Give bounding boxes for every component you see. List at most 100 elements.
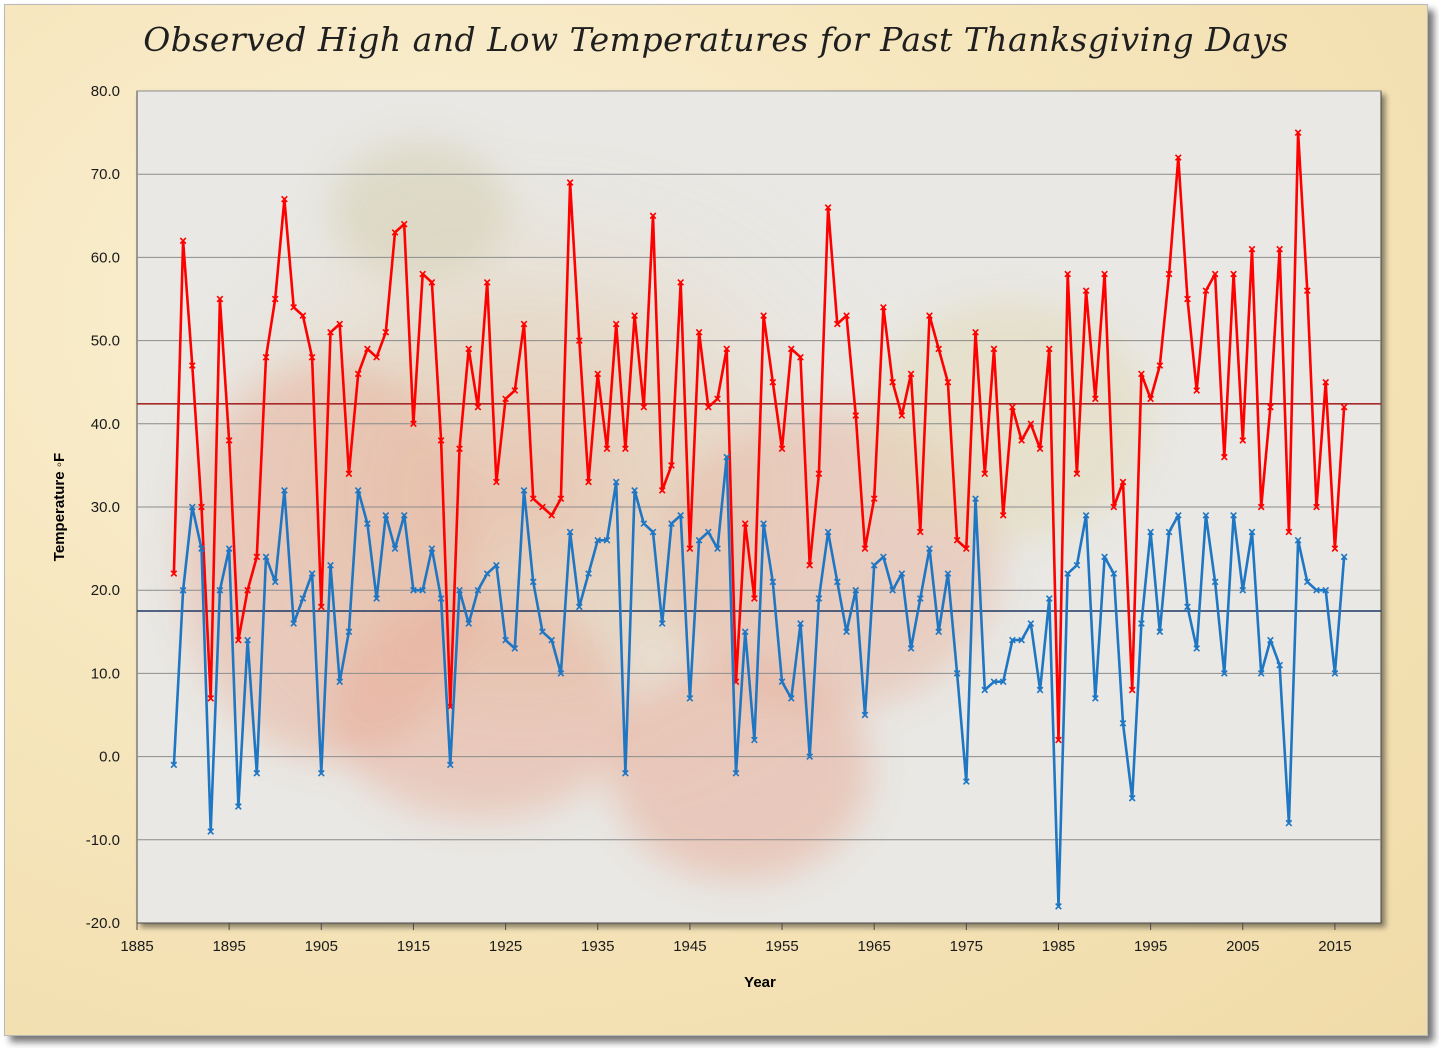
- data-point-marker: [1101, 553, 1108, 561]
- data-point-marker: [631, 312, 638, 320]
- data-point-marker: [456, 586, 463, 594]
- data-point-marker: [1119, 719, 1127, 727]
- data-point-marker: [1009, 636, 1016, 644]
- data-point-marker: [612, 320, 620, 328]
- data-point-marker: [723, 453, 731, 461]
- y-axis-label: Temperature ◦F: [51, 453, 68, 561]
- data-point-marker: [382, 328, 390, 336]
- data-point-marker: [760, 312, 767, 320]
- data-point-marker: [244, 636, 251, 644]
- data-point-marker: [557, 670, 565, 677]
- data-point-marker: [824, 204, 832, 211]
- data-point-marker: [373, 595, 380, 602]
- data-point-marker: [916, 595, 924, 602]
- data-point-marker: [1174, 511, 1182, 519]
- data-point-marker: [815, 470, 823, 478]
- x-tick-label: 1985: [1042, 938, 1075, 955]
- data-point-marker: [1064, 270, 1072, 278]
- data-point-marker: [1294, 536, 1302, 544]
- y-axis-ticks: -20.0 -10.0 0.0 10.0 20.0 30.0 40.0 50.0 60.0 70.…: [86, 83, 120, 932]
- data-point-marker: [1036, 686, 1044, 694]
- data-point-marker: [953, 536, 961, 544]
- data-point-marker: [1082, 511, 1090, 519]
- data-point-marker: [1331, 545, 1339, 552]
- data-point-marker: [806, 561, 814, 569]
- data-point-marker: [1064, 570, 1072, 577]
- data-point-marker: [1165, 528, 1173, 536]
- data-point-marker: [889, 586, 896, 594]
- data-point-marker: [188, 503, 196, 511]
- data-point-marker: [354, 370, 362, 378]
- x-tick-label: 1955: [765, 938, 798, 955]
- data-point-marker: [308, 570, 316, 577]
- data-point-marker: [1091, 395, 1099, 403]
- data-point-marker: [769, 578, 777, 586]
- data-point-marker: [1257, 670, 1265, 677]
- data-point-marker: [1340, 553, 1348, 561]
- data-point-marker: [898, 570, 906, 577]
- data-point-marker: [1101, 270, 1108, 278]
- data-point-marker: [898, 412, 906, 419]
- data-point-marker: [474, 586, 482, 594]
- data-point-marker: [502, 395, 509, 403]
- y-tick-label: 20.0: [91, 582, 120, 599]
- data-point-marker: [824, 528, 832, 536]
- data-point-marker: [575, 603, 583, 611]
- data-point-marker: [999, 511, 1007, 519]
- y-tick-label: -10.0: [86, 832, 120, 849]
- data-point-marker: [870, 561, 878, 569]
- data-point-marker: [1248, 245, 1256, 253]
- data-point-marker: [880, 303, 887, 311]
- data-point-marker: [1202, 287, 1210, 295]
- data-point-marker: [916, 528, 924, 536]
- data-point-marker: [428, 545, 436, 552]
- data-point-marker: [612, 478, 620, 486]
- data-point-marker: [870, 495, 878, 503]
- data-point-marker: [437, 595, 445, 602]
- data-point-marker: [281, 195, 288, 203]
- data-point-marker: [575, 337, 583, 344]
- data-point-marker: [1220, 453, 1228, 461]
- data-point-marker: [207, 694, 215, 702]
- data-point-marker: [465, 620, 473, 627]
- data-point-marker: [1193, 645, 1201, 652]
- data-point-marker: [216, 586, 224, 594]
- data-point-marker: [410, 586, 417, 594]
- data-point-marker: [271, 578, 279, 586]
- data-point-marker: [1009, 403, 1016, 411]
- data-point-marker: [511, 387, 519, 394]
- data-point-marker: [198, 503, 205, 511]
- data-point-marker: [640, 403, 648, 411]
- data-point-marker: [262, 553, 270, 561]
- data-point-marker: [188, 362, 196, 369]
- series-line: [172, 455, 1346, 908]
- background-art: [180, 140, 1150, 880]
- data-point-marker: [594, 536, 602, 544]
- data-point-marker: [271, 295, 279, 303]
- data-point-marker: [317, 603, 325, 611]
- data-point-marker: [704, 528, 712, 536]
- data-point-marker: [437, 437, 445, 444]
- data-point-marker: [511, 645, 519, 652]
- data-point-marker: [234, 803, 242, 810]
- x-tick-label: 1925: [489, 938, 522, 955]
- y-tick-label: 40.0: [91, 416, 120, 433]
- data-point-marker: [1119, 478, 1127, 486]
- data-point-marker: [797, 353, 804, 361]
- data-point-marker: [833, 578, 841, 586]
- data-point-marker: [317, 769, 325, 777]
- data-point-marker: [299, 595, 307, 602]
- x-axis-label: Year: [744, 974, 776, 991]
- data-point-marker: [833, 320, 841, 328]
- x-tick-label: 1885: [120, 938, 153, 955]
- data-point-marker: [483, 278, 491, 286]
- data-point-marker: [1128, 794, 1136, 802]
- data-point-marker: [373, 353, 380, 361]
- x-tick-label: 1935: [581, 938, 614, 955]
- data-point-marker: [714, 395, 721, 403]
- data-point-marker: [1138, 620, 1145, 627]
- data-point-marker: [1027, 620, 1035, 627]
- data-point-marker: [253, 553, 261, 561]
- data-point-marker: [391, 229, 399, 236]
- data-point-marker: [990, 678, 998, 686]
